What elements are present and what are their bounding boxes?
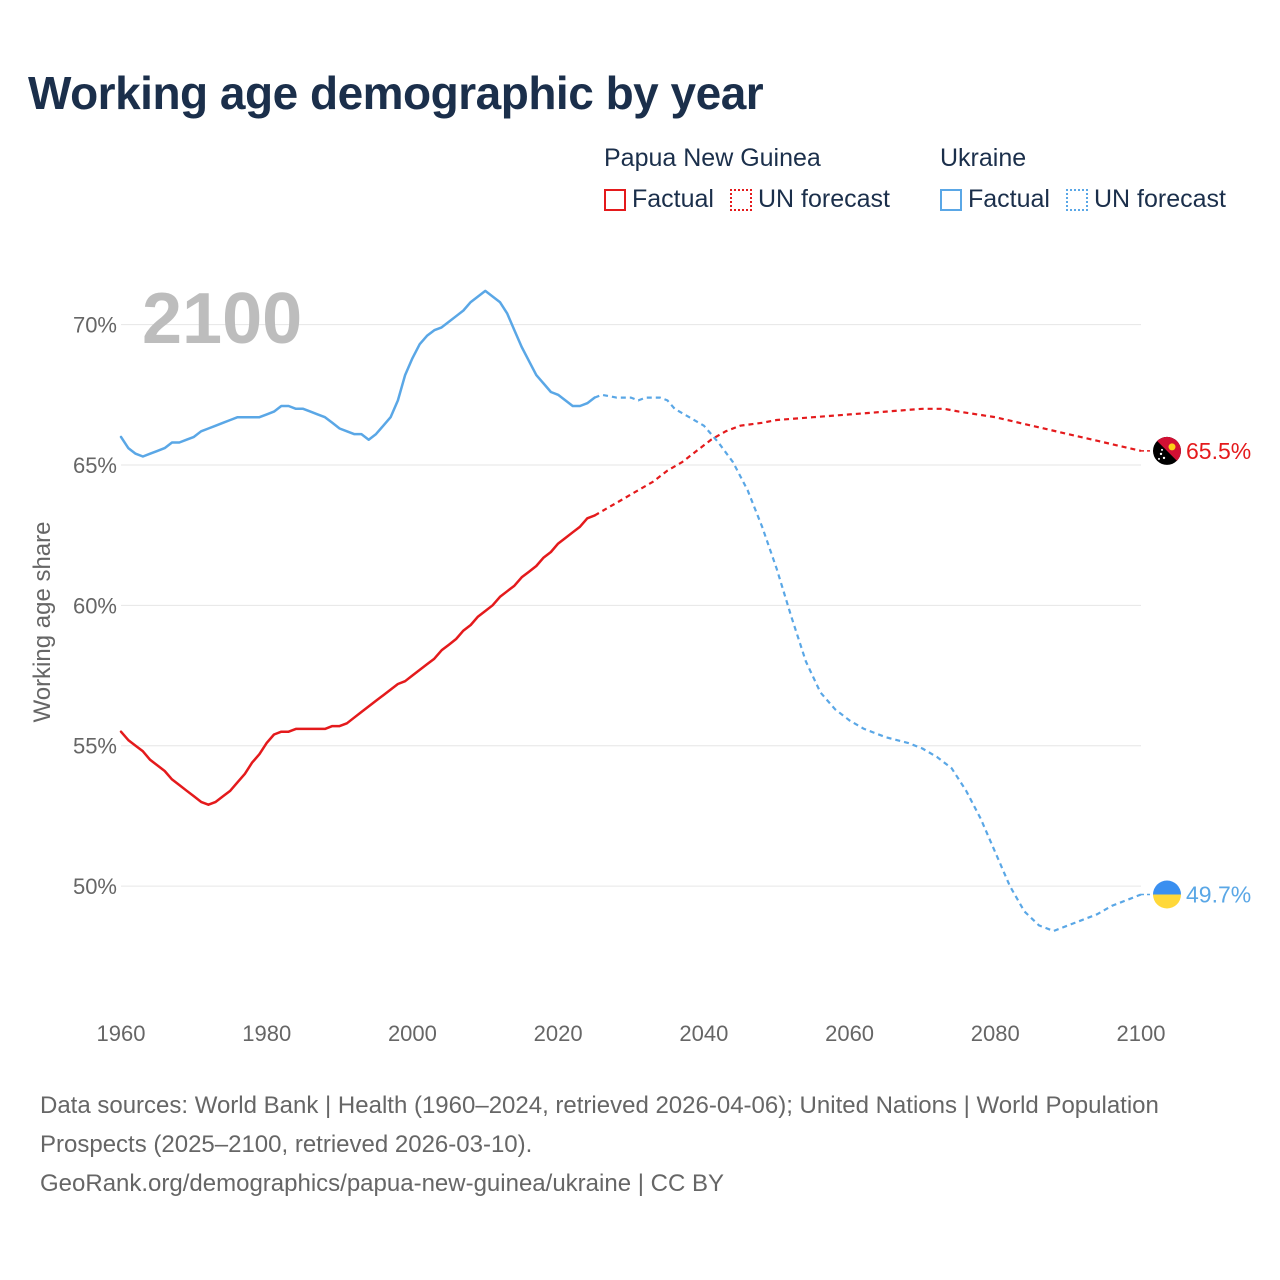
legend-swatch-solid: [604, 188, 626, 211]
y-tick-label: 50%: [73, 874, 117, 899]
x-tick-label: 2080: [971, 1021, 1020, 1046]
legend-item-factual[interactable]: Factual: [604, 185, 714, 214]
legend-item-label: UN forecast: [1093, 185, 1226, 213]
x-tick-label: 2060: [825, 1021, 874, 1046]
legend-item-label: Factual: [968, 185, 1050, 213]
chart-title: Working age demographic by year: [28, 67, 764, 119]
x-tick-label: 1980: [242, 1021, 291, 1046]
legend-group-name: Papua New Guinea: [604, 144, 821, 172]
end-label-papua-new-guinea: 65.5%: [1186, 438, 1251, 464]
x-tick-label: 2000: [388, 1021, 437, 1046]
papua-new-guinea-flag-icon: [1153, 436, 1181, 465]
end-markers: 65.5% 49.7%: [1153, 436, 1251, 909]
series-line-ukraine-forecast[interactable]: [594, 393, 1142, 933]
end-label-ukraine: 49.7%: [1186, 882, 1251, 908]
series-line-papua-new-guinea-factual[interactable]: [119, 514, 596, 806]
legend-swatch-dotted: [729, 188, 752, 211]
ukraine-flag-icon: [1153, 880, 1181, 909]
x-axis: 1960 1980 2000 2020 2040 2060 2080 2100: [97, 1021, 1166, 1046]
legend-swatch-solid: [940, 188, 962, 211]
legend-group-name: Ukraine: [940, 144, 1027, 172]
y-tick-label: 70%: [73, 313, 117, 338]
legend-papua-new-guinea: Papua New Guinea Factual UN forecast: [604, 144, 890, 214]
footer: Data sources: World Bank | Health (1960–…: [40, 1086, 1240, 1203]
legend-swatch-dotted: [1065, 188, 1088, 211]
legend-ukraine: Ukraine Factual UN forecast: [940, 144, 1226, 214]
legend-item-label: Factual: [632, 185, 714, 213]
legend-item-forecast[interactable]: UN forecast: [1065, 185, 1226, 214]
y-axis: 50% 55% 60% 65% 70%: [73, 313, 117, 900]
line-chart: 2100 Working age share 50% 55% 60% 65% 70% 1…: [29, 279, 1251, 1046]
y-axis-title: Working age share: [29, 522, 56, 723]
x-tick-label: 2020: [534, 1021, 583, 1046]
x-tick-label: 2100: [1117, 1021, 1166, 1046]
x-tick-label: 1960: [97, 1021, 146, 1046]
y-tick-label: 65%: [73, 453, 117, 478]
data-sources: Data sources: World Bank | Health (1960–…: [40, 1092, 1159, 1158]
y-tick-label: 60%: [73, 593, 117, 618]
legend-item-factual[interactable]: Factual: [940, 185, 1050, 214]
series-line-papua-new-guinea-forecast[interactable]: [594, 407, 1142, 517]
x-tick-label: 2040: [679, 1021, 728, 1046]
y-tick-label: 55%: [73, 734, 117, 759]
source-link[interactable]: GeoRank.org/demographics/papua-new-guine…: [40, 1170, 724, 1197]
year-display: 2100: [142, 279, 302, 359]
series: [119, 289, 1161, 933]
grid: [121, 324, 1141, 887]
legend-item-forecast[interactable]: UN forecast: [729, 185, 890, 214]
legend-item-label: UN forecast: [757, 185, 890, 213]
series-line-ukraine-factual[interactable]: [119, 289, 596, 458]
